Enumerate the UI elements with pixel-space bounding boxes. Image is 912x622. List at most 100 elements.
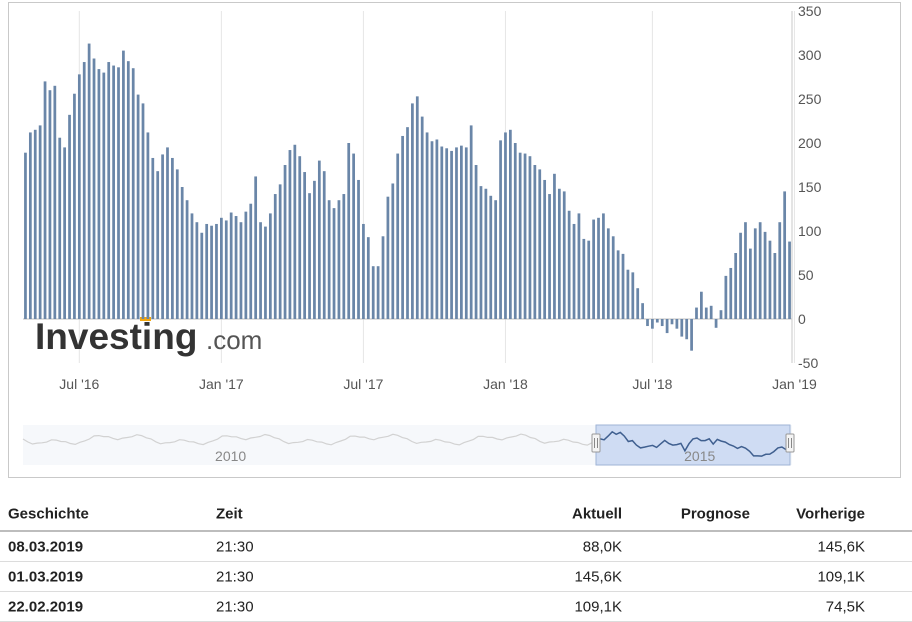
bar xyxy=(68,114,71,319)
bar xyxy=(435,139,439,319)
history-row: 01.03.2019 21:30 145,6K 109,1K xyxy=(0,562,912,592)
bar xyxy=(577,213,581,319)
bar xyxy=(729,267,733,319)
header-time[interactable]: Zeit xyxy=(216,505,243,522)
bar xyxy=(734,253,738,319)
navigator-left-handle[interactable] xyxy=(591,433,601,453)
bar xyxy=(205,223,209,319)
bar xyxy=(460,145,463,319)
bar xyxy=(215,223,218,319)
bar xyxy=(474,165,478,319)
header-actual[interactable]: Aktuell xyxy=(571,505,622,522)
bar-series xyxy=(24,43,791,351)
bar xyxy=(425,132,429,319)
navigator-history-line xyxy=(22,433,593,446)
bar xyxy=(719,310,723,319)
chart-svg: Investing .com 350300250200150100500-50 … xyxy=(22,3,822,466)
bar xyxy=(24,152,27,319)
history-row: 08.03.2019 21:30 88,0K 145,6K xyxy=(0,532,912,562)
bar xyxy=(327,200,331,319)
bar xyxy=(548,194,551,319)
bar xyxy=(758,222,762,319)
bar xyxy=(523,153,527,319)
bar xyxy=(38,125,42,320)
y-tick-label: 150 xyxy=(798,179,822,195)
bar xyxy=(768,240,772,319)
bar xyxy=(352,153,355,319)
bar xyxy=(646,319,649,327)
header-previous[interactable]: Vorherige xyxy=(796,505,865,522)
bar xyxy=(396,153,400,319)
x-tick-label: Jul '16 xyxy=(59,376,99,392)
bar xyxy=(357,179,360,319)
navigator[interactable]: 2010 2015 xyxy=(22,424,795,466)
bar xyxy=(53,85,57,319)
bar xyxy=(97,69,101,319)
navigator-right-handle[interactable] xyxy=(785,433,795,453)
bar xyxy=(709,305,713,319)
history-row: 22.02.2019 21:30 109,1K 74,5K xyxy=(0,592,912,622)
bar xyxy=(161,154,164,319)
bar xyxy=(415,96,419,319)
bar xyxy=(592,219,595,319)
row-actual: 88,0K xyxy=(582,538,622,555)
bar xyxy=(254,176,258,319)
bar xyxy=(670,319,674,325)
bar xyxy=(156,171,160,319)
bar xyxy=(308,193,311,319)
bar xyxy=(508,129,512,319)
row-date: 08.03.2019 xyxy=(8,538,84,555)
bar xyxy=(440,146,444,319)
y-tick-label: -50 xyxy=(798,355,818,371)
header-forecast[interactable]: Prognose xyxy=(680,505,750,522)
bar xyxy=(239,222,243,319)
bar xyxy=(406,127,409,319)
bar xyxy=(587,240,591,319)
y-tick-label: 100 xyxy=(798,223,822,239)
bar xyxy=(362,223,365,319)
bar xyxy=(200,232,204,319)
bar xyxy=(278,184,282,319)
y-axis: 350 300 250 200 150 100 50 0 -50 xyxy=(798,3,822,371)
bar xyxy=(690,319,693,351)
bar xyxy=(572,223,576,319)
bar xyxy=(685,319,689,340)
bar xyxy=(376,266,380,319)
bar xyxy=(504,132,507,319)
bar xyxy=(533,165,537,319)
bar xyxy=(401,135,404,319)
bar xyxy=(303,172,307,319)
history-header-row: Geschichte Zeit Aktuell Prognose Vorheri… xyxy=(0,497,912,532)
row-previous: 74,5K xyxy=(825,598,865,615)
bar xyxy=(680,319,684,337)
bar xyxy=(77,74,81,319)
bar xyxy=(788,241,791,319)
bar xyxy=(33,129,37,319)
bar xyxy=(229,212,233,319)
bar xyxy=(366,237,370,319)
row-previous: 145,6K xyxy=(817,538,865,555)
bar xyxy=(82,62,86,319)
bar xyxy=(293,144,297,319)
y-tick-label: 200 xyxy=(798,135,822,151)
bar xyxy=(700,291,703,319)
y-tick-label: 0 xyxy=(798,311,806,327)
bar xyxy=(244,211,248,319)
watermark-suffix: .com xyxy=(206,325,262,355)
bar xyxy=(298,156,302,319)
row-time: 21:30 xyxy=(216,568,254,585)
bar xyxy=(313,180,316,319)
row-previous: 109,1K xyxy=(817,568,865,585)
bar xyxy=(146,132,150,319)
watermark-brand: Investing xyxy=(35,316,197,357)
header-date[interactable]: Geschichte xyxy=(8,505,89,522)
bar xyxy=(660,319,664,327)
bar xyxy=(43,81,47,320)
bar xyxy=(249,203,253,319)
bar xyxy=(450,150,453,319)
bar xyxy=(543,179,547,319)
navigator-series-line xyxy=(595,430,791,457)
bar xyxy=(494,200,498,319)
y-tick-label: 350 xyxy=(798,3,822,19)
bar xyxy=(479,186,483,319)
